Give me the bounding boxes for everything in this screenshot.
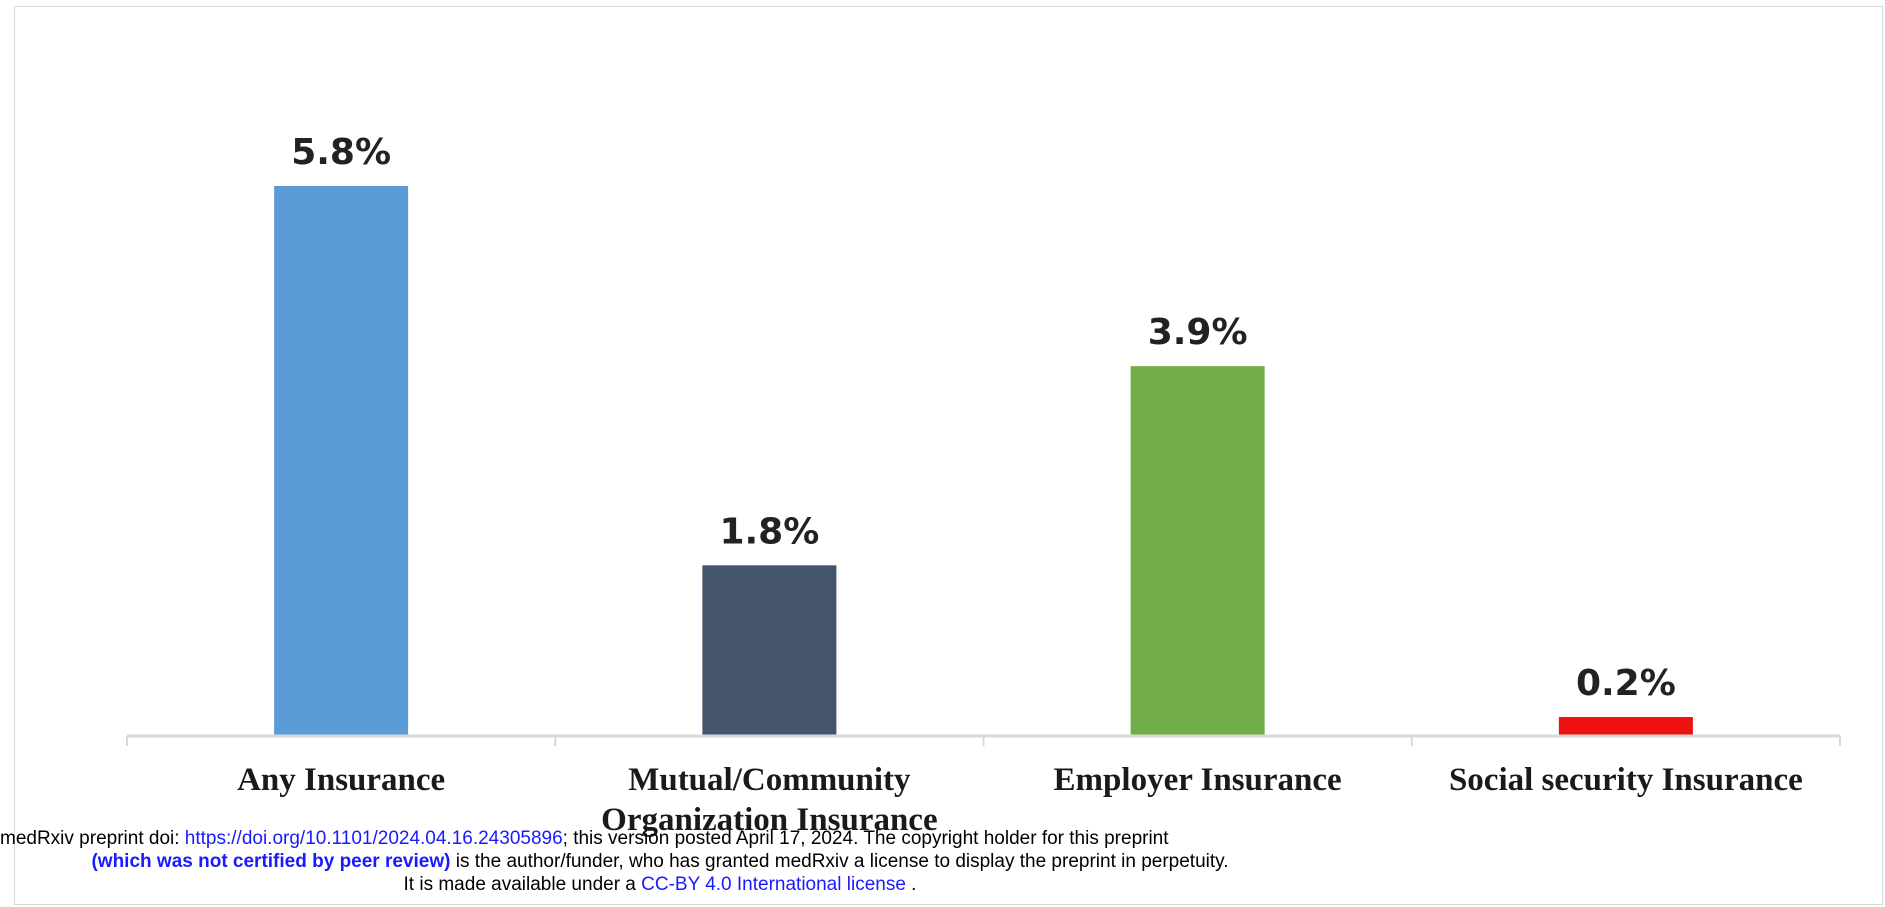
footer-license-text: is the author/funder, who has granted me… bbox=[450, 851, 1229, 872]
footer-prefix: medRxiv preprint doi: bbox=[0, 828, 185, 849]
footer-end-text: . bbox=[905, 874, 917, 895]
preprint-footer: medRxiv preprint doi: https://doi.org/10… bbox=[0, 827, 1320, 896]
category-label: Any Insurance bbox=[237, 762, 445, 798]
data-label: 3.9% bbox=[1148, 312, 1248, 353]
bar bbox=[274, 186, 409, 736]
footer-posted-text: ; this version posted April 17, 2024. Th… bbox=[562, 828, 1169, 849]
doi-link[interactable]: https://doi.org/10.1101/2024.04.16.24305… bbox=[184, 828, 563, 849]
data-label: 0.2% bbox=[1576, 663, 1676, 704]
data-label: 1.8% bbox=[719, 511, 819, 552]
chart-frame bbox=[14, 6, 1883, 905]
data-label: 5.8% bbox=[291, 132, 391, 173]
category-label: Mutual/Community Organization Insurance bbox=[601, 762, 937, 838]
bar bbox=[1130, 366, 1265, 736]
category-label: Social security Insurance bbox=[1449, 762, 1803, 798]
peer-review-notice: (which was not certified by peer review) bbox=[91, 851, 451, 872]
bar bbox=[702, 565, 837, 736]
footer-available-text: It is made available under a bbox=[403, 874, 642, 895]
bar bbox=[1558, 717, 1693, 736]
category-label: Employer Insurance bbox=[1054, 762, 1342, 798]
license-link[interactable]: CC-BY 4.0 International license bbox=[641, 874, 906, 895]
